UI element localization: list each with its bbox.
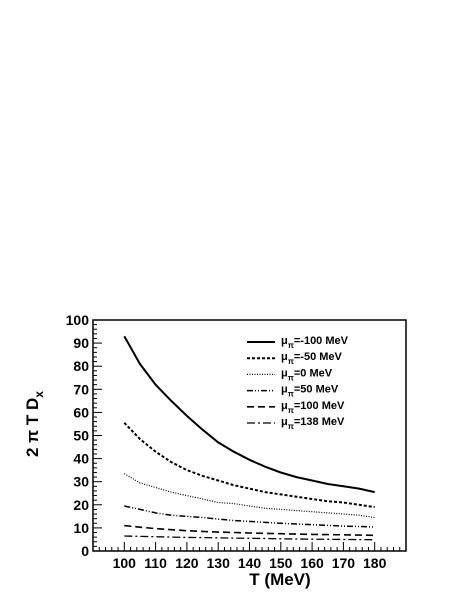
y-tick-label: 60 bbox=[73, 404, 89, 420]
legend-entry-6: μπ=138 MeV bbox=[281, 416, 345, 431]
series-line-1 bbox=[123, 335, 375, 494]
series-line-3 bbox=[123, 473, 375, 519]
y-tick-label: 20 bbox=[73, 497, 89, 513]
x-tick-label: 150 bbox=[269, 555, 293, 571]
y-axis-title-main: 2 π T D bbox=[23, 398, 42, 457]
x-tick-label: 110 bbox=[144, 555, 167, 571]
y-tick-label: 30 bbox=[73, 474, 89, 490]
legend-entry-4: μπ=50 MeV bbox=[281, 384, 339, 399]
legend-entry-1: μπ=-100 MeV bbox=[281, 335, 349, 350]
series-line-4 bbox=[124, 505, 375, 528]
legend-entry-3: μπ=0 MeV bbox=[281, 367, 333, 382]
y-tick-label: 50 bbox=[73, 428, 89, 444]
y-axis-title-sub: x bbox=[32, 391, 46, 398]
plot-frame bbox=[92, 319, 407, 552]
y-tick-label: 10 bbox=[73, 520, 89, 536]
x-tick-label: 120 bbox=[175, 555, 199, 571]
x-axis-title: T (MeV) bbox=[249, 570, 310, 589]
x-tick-label: 160 bbox=[300, 555, 324, 571]
y-tick-label: 70 bbox=[73, 381, 89, 397]
tick-labels: 100 110 120 130 140 150 160 170 180 0 10 20 30 40 50 60… bbox=[66, 312, 387, 571]
y-tick-label: 100 bbox=[66, 312, 90, 328]
y-tick-label: 0 bbox=[81, 543, 89, 559]
x-tick-label: 140 bbox=[238, 555, 262, 571]
svg-text:2 π T Dx: 2 π T Dx bbox=[23, 391, 46, 457]
series-lines bbox=[123, 335, 375, 541]
y-axis-title: 2 π T Dx bbox=[23, 391, 46, 457]
x-tick-label: 170 bbox=[332, 555, 356, 571]
x-tick-label: 180 bbox=[363, 555, 387, 571]
series-line-6 bbox=[124, 535, 375, 541]
y-tick-label: 90 bbox=[73, 335, 89, 351]
y-tick-label: 40 bbox=[73, 451, 89, 467]
series-line-2 bbox=[123, 422, 375, 509]
legend-entry-5: μπ=100 MeV bbox=[281, 400, 345, 415]
legend-entry-2: μπ=-50 MeV bbox=[281, 351, 343, 366]
x-tick-label: 130 bbox=[207, 555, 231, 571]
ticks bbox=[92, 319, 407, 552]
series-line-5 bbox=[124, 524, 375, 537]
x-tick-label: 100 bbox=[113, 555, 137, 571]
y-tick-label: 80 bbox=[73, 358, 89, 374]
